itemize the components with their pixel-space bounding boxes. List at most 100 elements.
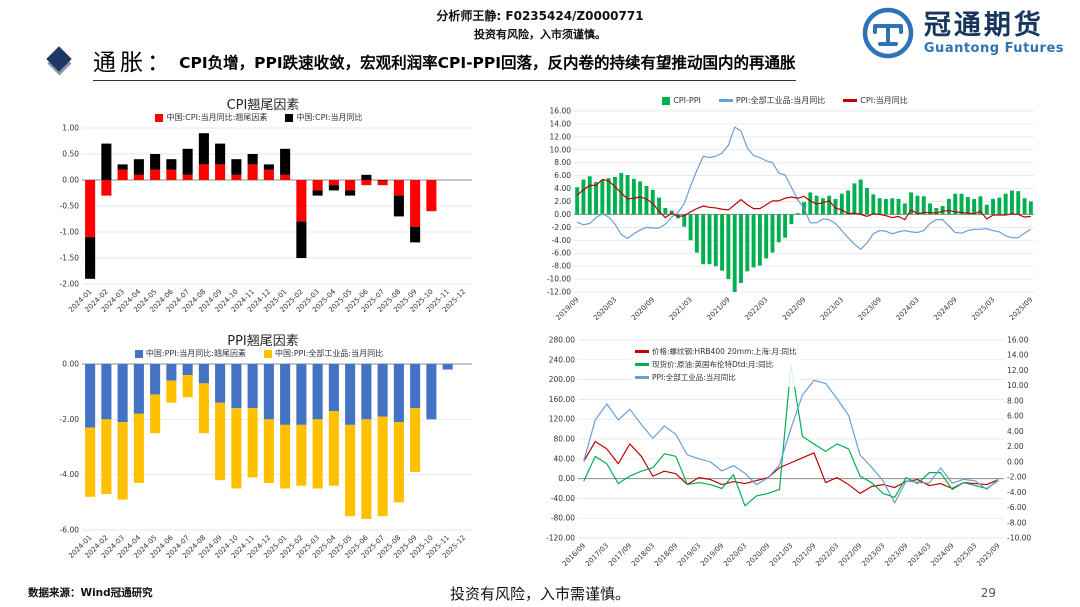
svg-text:-40.00: -40.00 (551, 494, 575, 503)
legend-label: CPI-PPI (673, 96, 701, 105)
svg-text:-1.50: -1.50 (60, 254, 80, 263)
svg-text:2022/03: 2022/03 (743, 296, 769, 322)
svg-text:2025/09: 2025/09 (1008, 296, 1034, 322)
svg-text:2021/09: 2021/09 (706, 296, 732, 322)
chart-plot: -2.00 -1.50 -1.00 -0.50 0.00 0.50 1.00 2024-01 2… (46, 124, 480, 332)
title-main: CPI负增，PPI跌速收敛，宏观利润率CPI-PPI回落，反内卷的持续有望推动国… (179, 54, 796, 72)
svg-text:4.00: 4.00 (1007, 427, 1024, 436)
svg-text:2021/03: 2021/03 (768, 542, 794, 568)
svg-text:6.00: 6.00 (1007, 412, 1024, 421)
svg-text:2022/09: 2022/09 (781, 296, 807, 322)
svg-text:-80.00: -80.00 (551, 514, 575, 523)
svg-text:-2.00: -2.00 (60, 415, 80, 424)
svg-text:14.00: 14.00 (550, 119, 572, 128)
svg-text:12.00: 12.00 (550, 132, 572, 141)
svg-text:0.00: 0.00 (554, 210, 571, 219)
svg-text:-2.00: -2.00 (60, 280, 80, 289)
legend-item: PPI:全部工业品:当月同比 (635, 372, 796, 383)
svg-text:-8.00: -8.00 (552, 262, 572, 271)
svg-text:-10.00: -10.00 (547, 275, 571, 284)
svg-text:2017/03: 2017/03 (584, 542, 610, 568)
legend-swatch (134, 349, 143, 358)
svg-text:2019/03: 2019/03 (676, 542, 702, 568)
commodity-ppi-chart: 价格:螺纹钢:HRB400 20mm:上海:月:同比 现货价:原油:英国布伦特Dt… (536, 332, 1044, 584)
legend-label: 中国:PPI:当月同比:翘尾因素 (145, 349, 246, 358)
logo-text: 冠通期货 Guantong Futures (924, 10, 1064, 56)
svg-text:-6.00: -6.00 (60, 526, 80, 535)
svg-text:-8.00: -8.00 (1007, 518, 1027, 527)
svg-text:2019/09: 2019/09 (554, 296, 580, 322)
svg-text:2017/09: 2017/09 (607, 542, 633, 568)
svg-text:0.00: 0.00 (1007, 457, 1024, 466)
svg-text:10.00: 10.00 (1007, 381, 1029, 390)
svg-text:-4.00: -4.00 (60, 470, 80, 479)
svg-text:2023/09: 2023/09 (857, 296, 883, 322)
chart-canvas: -120.00 -80.00 -40.00 0.00 40.00 80.00 120.00 1… (546, 336, 1031, 568)
data-source: 数据来源：Wind冠通研究 (28, 587, 153, 599)
chart-legend: 价格:螺纹钢:HRB400 20mm:上海:月:同比 现货价:原油:英国布伦特Dt… (631, 344, 801, 387)
legend-swatch (264, 349, 272, 358)
svg-text:0.00: 0.00 (558, 474, 575, 483)
svg-text:2.00: 2.00 (1007, 442, 1024, 451)
ppi-carryover-chart: PPI翘尾因素 中国:PPI:当月同比:翘尾因素 中国:PPI:全部工业品:当月同… (46, 330, 480, 578)
legend-item: 中国:PPI:全部工业品:当月同比 (264, 348, 383, 359)
legend-item: CPI:当月同比 (843, 95, 908, 106)
svg-text:2025/03: 2025/03 (952, 542, 978, 568)
legend-swatch (843, 99, 858, 102)
svg-text:2025/03: 2025/03 (970, 296, 996, 322)
chart-plot: -6.00 -4.00 -2.00 0.00 2024-01 2024-02 2024-03… (46, 360, 480, 582)
guantong-logo-icon (862, 7, 914, 59)
header: 分析师王静: F0235424/Z0000771 投资有风险，入市须谨慎。 (0, 7, 1080, 42)
svg-text:2024/03: 2024/03 (906, 542, 932, 568)
svg-text:0.50: 0.50 (62, 150, 79, 159)
legend-item: 中国:CPI:当月同比 (285, 112, 363, 123)
slide-title-row: 通胀： CPI负增，PPI跌速收敛，宏观利润率CPI-PPI回落，反内卷的持续有… (40, 42, 796, 82)
svg-text:2019/09: 2019/09 (699, 542, 725, 568)
svg-text:2022/09: 2022/09 (837, 542, 863, 568)
svg-text:2.00: 2.00 (554, 197, 571, 206)
logo-name-cn: 冠通期货 (923, 9, 1044, 41)
svg-text:-2.00: -2.00 (552, 223, 572, 232)
legend-item: PPI:全部工业品:当月同比 (718, 95, 825, 106)
svg-text:2020/09: 2020/09 (745, 542, 771, 568)
svg-text:2024/09: 2024/09 (932, 296, 958, 322)
risk-warning-bottom: 投资有风险，入市需谨慎。 (449, 585, 630, 603)
legend-item: 中国:CPI:当月同比:翘尾因素 (155, 112, 267, 123)
logo-name-en: Guantong Futures (923, 41, 1064, 57)
legend-label: PPI:全部工业品:当月同比 (652, 373, 736, 382)
svg-text:280.00: 280.00 (549, 336, 575, 345)
svg-text:-1.00: -1.00 (60, 228, 80, 237)
legend-label: 现货价:原油:英国布伦特Dtd:月:同比 (652, 360, 774, 369)
chart-legend: 中国:CPI:当月同比:翘尾因素 中国:CPI:当月同比 (46, 111, 480, 124)
cpi-ppi-spread-chart: CPI-PPI PPI:全部工业品:当月同比 CPI:当月同比 -12.00 -10.… (536, 94, 1042, 330)
svg-text:-120.00: -120.00 (546, 534, 575, 543)
svg-text:2016/09: 2016/09 (561, 542, 587, 568)
legend-label: 价格:螺纹钢:HRB400 20mm:上海:月:同比 (652, 347, 797, 356)
analyst-info: 分析师王静: F0235424/Z0000771 (436, 9, 644, 23)
svg-text:8.00: 8.00 (554, 158, 571, 167)
svg-text:2020/09: 2020/09 (630, 296, 656, 322)
svg-text:-2.00: -2.00 (1007, 473, 1027, 482)
svg-text:0.00: 0.00 (62, 360, 79, 369)
svg-text:10.00: 10.00 (550, 145, 572, 154)
chart-canvas: -6.00-4.00-2.000.002024-012024-022024-03… (60, 360, 472, 560)
svg-text:2020/03: 2020/03 (722, 542, 748, 568)
legend-swatch (635, 363, 649, 366)
chart-canvas: -12.00 -10.00 -8.00 -6.00 -4.00 -2.00 0.00 2.00… (547, 107, 1034, 322)
svg-text:14.00: 14.00 (1007, 351, 1029, 360)
chart-plot: -120.00 -80.00 -40.00 0.00 40.00 80.00 120.00 1… (536, 332, 1044, 588)
svg-text:12.00: 12.00 (1007, 366, 1029, 375)
legend-swatch (718, 99, 733, 102)
chart-title: PPI翘尾因素 (227, 334, 299, 349)
svg-text:16.00: 16.00 (550, 107, 572, 116)
legend-label: 中国:CPI:当月同比 (296, 113, 363, 122)
chart-legend: CPI-PPI PPI:全部工业品:当月同比 CPI:当月同比 (536, 94, 1042, 107)
diamond-bullet-icon (46, 46, 72, 76)
svg-text:8.00: 8.00 (1007, 396, 1024, 405)
legend-swatch (662, 96, 671, 105)
svg-text:2023/03: 2023/03 (819, 296, 845, 322)
page-number: 29 (980, 586, 996, 600)
svg-text:2018/03: 2018/03 (630, 542, 656, 568)
legend-item: 中国:PPI:当月同比:翘尾因素 (134, 348, 246, 359)
